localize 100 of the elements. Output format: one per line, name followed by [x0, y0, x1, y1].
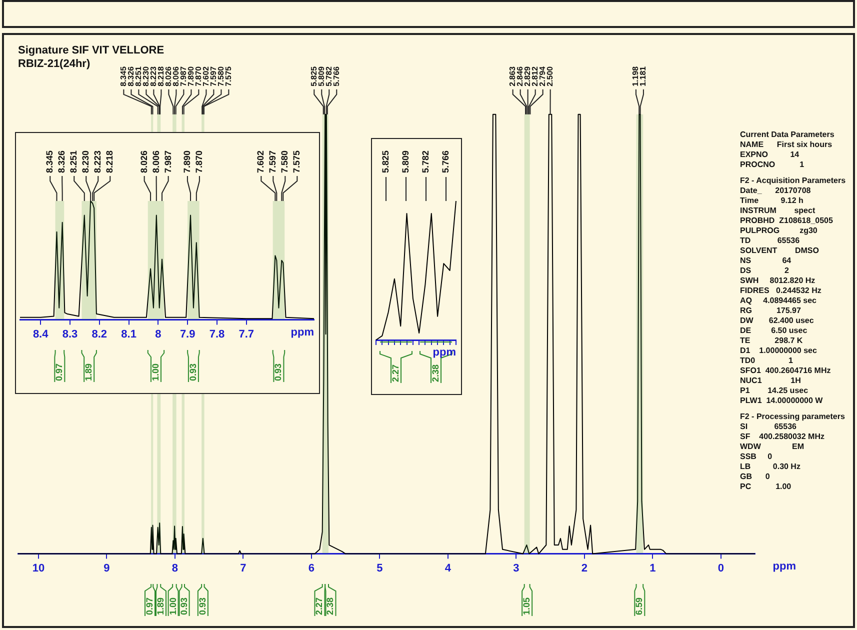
band-label: 1.00	[168, 597, 178, 615]
annotation: 8.006	[150, 150, 161, 173]
annotation: 8.345	[44, 150, 55, 173]
annotation: SF 400.2580032 MHz	[740, 432, 826, 442]
annotation: 8.230	[80, 150, 91, 173]
band-label: 6.59	[634, 597, 644, 615]
annotation: 2.846	[516, 66, 525, 86]
annotation: AQ 4.0894465 sec	[740, 296, 818, 306]
x-tick-label: 1	[650, 562, 656, 574]
annotation: 8.006	[171, 66, 180, 86]
band-label: 0.93	[273, 363, 284, 381]
annotation: 7.987	[178, 66, 188, 86]
annotation: INSTRUM spect	[740, 206, 816, 216]
annotation: 1.198	[631, 66, 640, 86]
annotation: PULPROG zg30	[740, 226, 818, 236]
annotation: 5.809	[400, 150, 410, 173]
annotation: 7.870	[194, 150, 204, 173]
annotation: SFO1 400.2604716 MHz	[740, 366, 832, 376]
band-label: 0.93	[188, 363, 198, 381]
x-tick-label: 8.1	[121, 328, 136, 340]
chart-subtitle: RBIZ-21(24hr)	[18, 58, 90, 70]
x-axis-title: ppm	[290, 326, 314, 338]
annotation: SWH 8012.820 Hz	[740, 276, 816, 286]
annotation: 7.602	[201, 66, 210, 86]
annotation: DE 6.50 usec	[740, 326, 808, 336]
annotation: 5.782	[420, 150, 430, 173]
annotation: F2 - Processing parameters	[740, 412, 846, 422]
annotation: NAME First six hours	[740, 140, 834, 150]
annotation: DW 62.400 usec	[740, 316, 815, 326]
annotation: 8.345	[118, 66, 128, 86]
annotation: 2.38	[430, 364, 440, 382]
annotation: Time 9.12 h	[740, 196, 804, 206]
chart-title: Signature SIF VIT VELLORE	[18, 44, 164, 57]
annotation: 8.230	[141, 66, 150, 86]
annotation: 1.181	[638, 66, 648, 86]
x-tick-label: 0	[718, 562, 724, 574]
x-axis-title: ppm	[432, 346, 456, 359]
x-tick-label: 3	[513, 562, 520, 574]
annotation: 7.890	[186, 66, 196, 86]
x-tick-label: 7	[240, 562, 246, 574]
band-label: 1.00	[150, 363, 160, 381]
annotation: PLW1 14.00000000 W	[740, 396, 824, 406]
band-label: 1.05	[522, 597, 532, 615]
annotation: TD0 1	[740, 356, 794, 366]
annotation: 2.829	[523, 66, 532, 86]
annotation: 5.766	[332, 66, 341, 86]
x-tick-label: 8.3	[62, 328, 78, 340]
annotation: 7.890	[182, 150, 192, 173]
annotation: GB 0	[740, 472, 771, 482]
annotation: 8.026	[164, 66, 173, 86]
annotation: NS 64	[740, 256, 792, 266]
annotation: 8.223	[92, 150, 103, 173]
annotation: P1 14.25 usec	[740, 386, 810, 396]
band-label: 0.97	[144, 597, 154, 615]
annotation: 7.602	[256, 150, 266, 173]
annotation: PROBHD Z108618_0505	[740, 216, 834, 226]
x-tick-label: 8.2	[92, 328, 108, 340]
x-tick-label: 8	[172, 562, 178, 574]
x-tick-label: 7.8	[209, 328, 225, 340]
annotation: 8.251	[68, 150, 79, 173]
annotation: 5.782	[324, 66, 334, 86]
x-tick-label: 8.4	[32, 328, 50, 340]
annotation: Date_ 20170708	[740, 186, 812, 196]
band-label: 1.89	[84, 363, 94, 381]
annotation: 2.794	[538, 66, 548, 86]
annotation: DS 2	[740, 266, 790, 276]
annotation: NUC1 1H	[740, 376, 802, 386]
annotation: 7.870	[194, 66, 203, 86]
annotation: TD 65536	[740, 236, 801, 246]
annotation: F2 - Acquisition Parameters	[740, 176, 847, 186]
band-label: 0.97	[54, 363, 64, 381]
annotation: 8.326	[56, 150, 67, 173]
annotation: 7.597	[268, 150, 278, 173]
annotation: LB 0.30 Hz	[740, 462, 802, 472]
x-axis-title: ppm	[772, 560, 796, 572]
band-label: 0.93	[178, 597, 189, 615]
annotation: 2.812	[530, 66, 540, 86]
annotation: PC 1.00	[740, 482, 792, 492]
annotation: 7.575	[292, 150, 302, 173]
annotation: Current Data Parameters	[740, 130, 836, 140]
band-label: 2.38	[325, 597, 336, 615]
annotation: SOLVENT DMSO	[740, 246, 820, 256]
annotation: 5.825	[309, 66, 318, 86]
annotation: 5.766	[440, 150, 450, 173]
annotation: SSB 0	[740, 452, 774, 462]
x-tick-label: 2	[581, 562, 588, 574]
annotation: 5.825	[380, 150, 390, 173]
x-tick-label: 5	[376, 562, 383, 574]
annotation: PROCNO 1	[740, 160, 806, 170]
annotation: 7.597	[208, 66, 218, 86]
annotation: 2.863	[508, 66, 518, 86]
annotation: 8.218	[156, 66, 166, 86]
annotation: 7.580	[280, 150, 290, 173]
annotation: RG 175.97	[740, 306, 802, 316]
annotation: 7.575	[224, 66, 233, 86]
annotation: TE 298.7 K	[740, 336, 804, 346]
band-label: 1.89	[155, 597, 166, 615]
x-tick-label: 7.7	[238, 328, 254, 340]
x-tick-label: 7.9	[180, 328, 196, 340]
annotation: 8.223	[148, 66, 158, 86]
